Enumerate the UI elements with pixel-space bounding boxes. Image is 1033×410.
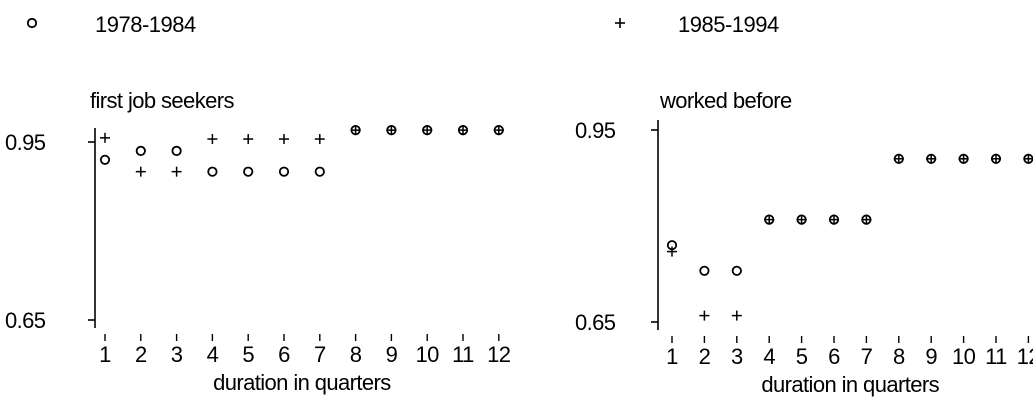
- plus-point: [422, 125, 433, 136]
- y-tick-label: 0.65: [5, 308, 46, 333]
- x-tick-label: 1: [99, 342, 111, 367]
- x-tick-label: 6: [828, 344, 840, 369]
- panel-title: first job seekers: [90, 88, 234, 113]
- x-tick-label: 6: [278, 342, 290, 367]
- x-tick-label: 9: [925, 344, 937, 369]
- x-tick-label: 2: [135, 342, 147, 367]
- plus-point: [893, 153, 904, 164]
- panel-first-job-seekers: first job seekers 0.65 0.95 1 2 3 4 5 6 7 8 9 10 11 12…: [5, 88, 511, 395]
- x-tick-label: 9: [386, 342, 398, 367]
- plus-point: [493, 125, 504, 136]
- plus-point: [100, 132, 110, 143]
- plus-point: [279, 134, 289, 145]
- plus-point: [667, 246, 677, 257]
- circle-marker-icon: [22, 6, 46, 36]
- x-tick-label: 7: [314, 342, 326, 367]
- x-tick-label: 5: [242, 342, 254, 367]
- circle-point: [731, 265, 742, 276]
- circle-point: [171, 145, 182, 156]
- circle-point: [135, 145, 146, 156]
- x-tick-label: 7: [861, 344, 873, 369]
- legend-label: 1978-1984: [95, 12, 196, 37]
- circle-point: [207, 166, 218, 177]
- x-tick-label: 10: [952, 344, 976, 369]
- plus-point: [171, 166, 182, 177]
- plus-point: [731, 310, 742, 321]
- circle-point: [99, 154, 111, 165]
- x-tick-label: 8: [893, 344, 905, 369]
- x-tick-label: 12: [487, 342, 511, 367]
- y-tick-label: 0.65: [575, 310, 616, 335]
- x-tick-label: 10: [416, 342, 440, 367]
- x-tick-label: 3: [171, 342, 183, 367]
- x-tick-label: 1: [666, 344, 678, 369]
- plus-point: [350, 125, 361, 136]
- x-tick-label: 3: [731, 344, 743, 369]
- plus-point: [386, 125, 397, 136]
- y-tick-label: 0.95: [575, 118, 616, 143]
- plus-point: [991, 153, 1001, 164]
- plus-point: [314, 134, 325, 145]
- y-tick-label: 0.95: [5, 130, 46, 155]
- plus-point: [243, 134, 254, 145]
- x-tick-label: 2: [699, 344, 711, 369]
- plus-point: [796, 214, 807, 225]
- x-tick-label: 4: [763, 344, 775, 369]
- plus-point: [764, 214, 775, 225]
- circle-point: [699, 265, 710, 276]
- circle-point: [278, 166, 290, 177]
- x-axis-label: duration in quarters: [761, 372, 939, 397]
- plus-point: [1023, 153, 1033, 164]
- plus-marker-icon: [608, 6, 632, 36]
- x-tick-label: 11: [985, 344, 1007, 369]
- x-tick-label: 8: [350, 342, 362, 367]
- x-tick-label: 11: [452, 342, 474, 367]
- plus-point: [699, 310, 710, 321]
- x-axis-label: duration in quarters: [213, 370, 391, 395]
- plus-point: [926, 153, 937, 164]
- plus-point: [135, 166, 146, 177]
- plus-point: [829, 214, 839, 225]
- x-tick-label: 12: [1017, 344, 1033, 369]
- plus-point: [458, 125, 468, 136]
- panel-title: worked before: [659, 88, 792, 113]
- x-tick-label: 4: [207, 342, 219, 367]
- plus-point: [958, 153, 969, 164]
- legend-label: 1985-1994: [678, 12, 779, 37]
- x-tick-label: 5: [796, 344, 808, 369]
- plus-point: [207, 134, 218, 145]
- plus-point: [861, 214, 872, 225]
- circle-point: [314, 166, 325, 177]
- circle-point: [243, 166, 254, 177]
